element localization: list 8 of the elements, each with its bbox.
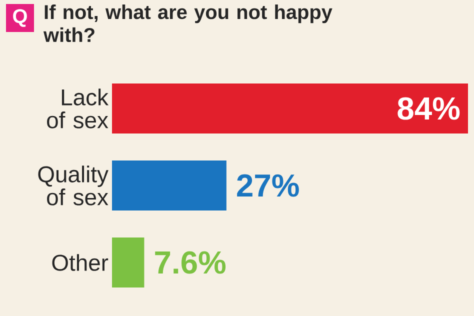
y-tick-label: Other	[52, 254, 108, 271]
text: Q	[13, 9, 27, 27]
y-tick-label: Quality of sex	[38, 166, 108, 206]
data-label: 84%	[398, 97, 460, 120]
chart-title: If not, what are you not happy with?	[43, 4, 332, 42]
data-label: 27%	[237, 174, 299, 197]
data-label: 7.6%	[155, 251, 226, 274]
y-tick-label: Lack of sex	[47, 88, 109, 128]
